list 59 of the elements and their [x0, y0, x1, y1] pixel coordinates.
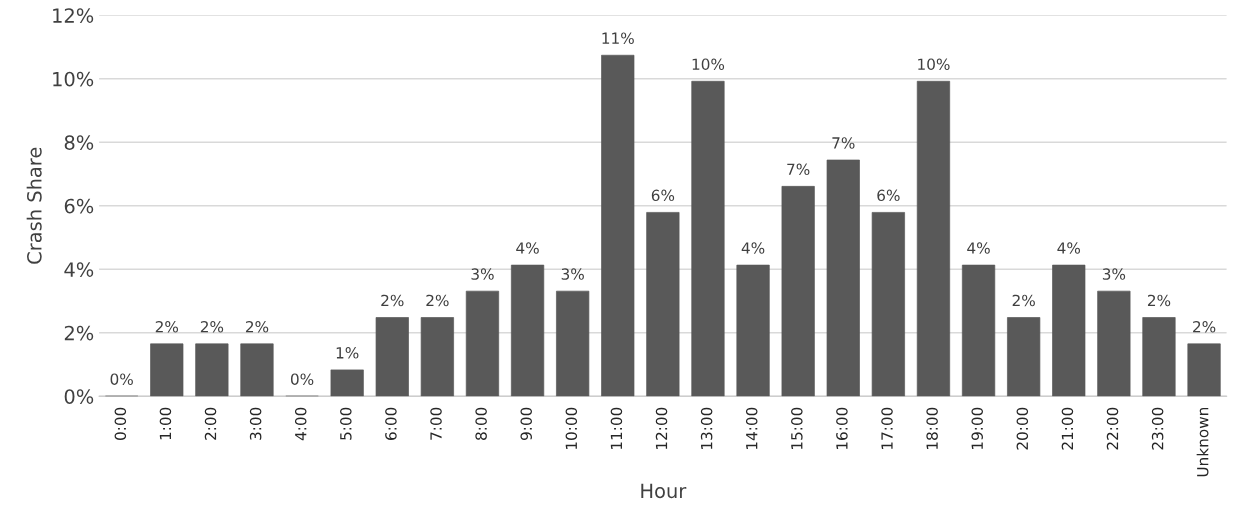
x-tick-label: 19:00 [971, 407, 983, 450]
data-label: 0% [110, 373, 133, 385]
x-tick-label: 6:00 [385, 407, 397, 440]
data-label: 1% [336, 347, 359, 359]
data-label: 2% [1012, 294, 1035, 307]
x-tick-label: 4:00 [294, 407, 307, 441]
y-tick-label: 12% [53, 8, 94, 23]
x-tick-label: Unknown [1196, 407, 1209, 477]
x-tick-label: 12:00 [655, 407, 668, 450]
x-tick-label: 20:00 [1016, 407, 1029, 450]
x-tick-label: 14:00 [745, 407, 758, 450]
x-tick-label: 13:00 [700, 407, 713, 450]
y-axis-title: Crash Share [26, 147, 42, 264]
y-tick-label: 8% [64, 135, 94, 150]
x-tick-label: 2:00 [204, 407, 217, 440]
y-tick-label: 6% [64, 198, 94, 214]
x-tick-label: 7:00 [430, 407, 442, 440]
x-tick-label: 5:00 [340, 407, 352, 440]
data-label: 10% [692, 58, 725, 70]
x-tick-label: 0:00 [114, 407, 127, 440]
data-label: 2% [1193, 321, 1216, 333]
y-tick-label: 4% [64, 262, 94, 277]
x-tick-label: 10:00 [565, 407, 578, 450]
y-tick-label: 10% [53, 71, 94, 87]
data-label: 2% [1147, 294, 1171, 307]
data-label: 0% [290, 373, 314, 385]
data-label: 2% [245, 321, 269, 333]
data-label: 4% [1057, 242, 1081, 254]
x-tick-label: 23:00 [1151, 407, 1164, 450]
x-tick-label: 11:00 [610, 407, 623, 450]
data-label: 11% [602, 32, 634, 44]
data-label: 7% [787, 163, 810, 176]
data-label: 7% [832, 137, 855, 149]
x-tick-label: 3:00 [249, 407, 262, 440]
data-label: 10% [918, 58, 950, 70]
data-label: 4% [741, 242, 765, 254]
data-label: 3% [471, 268, 494, 280]
data-label: 6% [877, 189, 900, 202]
x-tick-label: 16:00 [836, 407, 848, 450]
x-tick-label: 22:00 [1106, 407, 1119, 450]
y-tick-label: 2% [64, 325, 94, 341]
data-label: 6% [651, 189, 675, 202]
x-tick-label: 18:00 [926, 407, 938, 450]
x-tick-label: 8:00 [475, 407, 487, 440]
data-label: 2% [381, 294, 404, 307]
data-label: 2% [200, 321, 224, 333]
x-tick-label: 15:00 [791, 407, 803, 450]
x-axis-title: Hour [641, 483, 687, 499]
data-label: 3% [561, 268, 584, 280]
x-tick-label: 1:00 [159, 407, 172, 440]
data-label: 4% [967, 242, 990, 254]
y-tick-label: 0% [64, 389, 94, 404]
data-label: 2% [155, 321, 179, 333]
x-tick-label: 17:00 [881, 407, 893, 450]
data-label: 3% [1102, 268, 1126, 280]
x-tick-label: 21:00 [1061, 407, 1074, 450]
data-label: 2% [426, 294, 449, 307]
x-tick-label: 9:00 [520, 407, 532, 440]
data-label: 4% [516, 242, 539, 254]
